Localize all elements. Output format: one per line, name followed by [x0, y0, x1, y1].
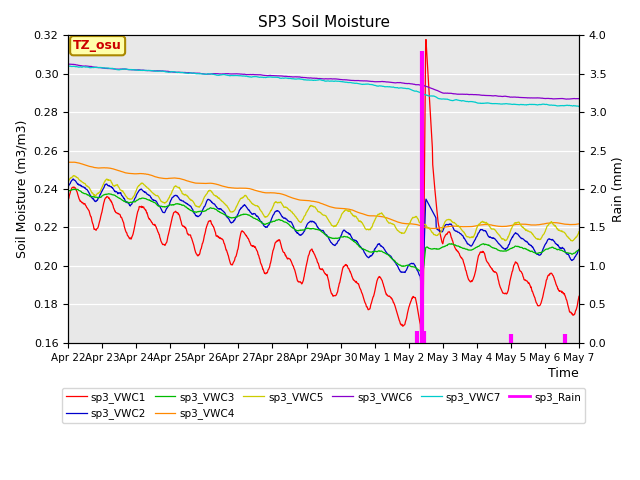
- sp3_VWC7: [515, 102, 522, 108]
- sp3_VWC3: [575, 247, 583, 253]
- sp3_VWC4: [236, 185, 243, 191]
- sp3_VWC5: [515, 219, 522, 225]
- sp3_VWC7: [166, 69, 173, 75]
- sp3_VWC4: [64, 159, 72, 165]
- sp3_VWC7: [236, 73, 243, 79]
- sp3_VWC4: [67, 159, 75, 165]
- Legend: sp3_VWC1, sp3_VWC2, sp3_VWC3, sp3_VWC4, sp3_VWC5, sp3_VWC6, sp3_VWC7, sp3_Rain: sp3_VWC1, sp3_VWC2, sp3_VWC3, sp3_VWC4, …: [61, 388, 586, 423]
- sp3_VWC3: [403, 263, 411, 268]
- sp3_VWC5: [70, 173, 77, 179]
- sp3_VWC6: [179, 70, 186, 75]
- Text: Time: Time: [548, 367, 579, 380]
- sp3_VWC4: [403, 221, 411, 227]
- sp3_VWC3: [70, 186, 78, 192]
- sp3_VWC2: [64, 183, 72, 189]
- sp3_VWC6: [470, 92, 477, 97]
- sp3_VWC3: [166, 202, 173, 208]
- sp3_VWC5: [568, 238, 576, 244]
- sp3_VWC1: [178, 222, 186, 228]
- sp3_VWC7: [64, 63, 72, 69]
- Y-axis label: Soil Moisture (m3/m3): Soil Moisture (m3/m3): [15, 120, 28, 258]
- sp3_VWC1: [403, 316, 410, 322]
- Line: sp3_VWC6: sp3_VWC6: [68, 64, 579, 99]
- sp3_VWC3: [515, 244, 523, 250]
- sp3_VWC3: [236, 213, 243, 218]
- sp3_VWC2: [236, 208, 243, 214]
- sp3_VWC4: [179, 176, 186, 182]
- sp3_VWC2: [575, 247, 583, 252]
- sp3_VWC6: [166, 69, 173, 74]
- sp3_VWC5: [179, 191, 186, 196]
- sp3_VWC3: [64, 188, 72, 194]
- sp3_VWC4: [575, 221, 583, 227]
- sp3_VWC2: [470, 239, 477, 245]
- sp3_VWC1: [422, 36, 430, 42]
- sp3_VWC6: [403, 81, 411, 86]
- sp3_VWC5: [575, 229, 583, 235]
- Title: SP3 Soil Moisture: SP3 Soil Moisture: [257, 15, 390, 30]
- sp3_VWC1: [470, 274, 477, 280]
- sp3_VWC4: [166, 175, 173, 181]
- Text: TZ_osu: TZ_osu: [73, 39, 122, 52]
- sp3_VWC3: [179, 203, 186, 208]
- sp3_VWC1: [166, 228, 173, 233]
- Line: sp3_VWC5: sp3_VWC5: [68, 176, 579, 241]
- sp3_VWC5: [236, 198, 243, 204]
- Line: sp3_VWC4: sp3_VWC4: [68, 162, 579, 228]
- Y-axis label: Rain (mm): Rain (mm): [612, 156, 625, 222]
- sp3_VWC3: [419, 270, 427, 276]
- sp3_VWC6: [563, 96, 570, 102]
- sp3_VWC1: [235, 240, 243, 246]
- sp3_VWC4: [515, 221, 523, 227]
- sp3_VWC5: [64, 180, 72, 185]
- sp3_VWC7: [403, 86, 411, 92]
- sp3_VWC2: [69, 176, 77, 182]
- Line: sp3_VWC3: sp3_VWC3: [68, 189, 579, 273]
- sp3_VWC6: [65, 61, 72, 67]
- sp3_VWC6: [64, 61, 72, 67]
- sp3_VWC6: [515, 95, 522, 100]
- sp3_VWC6: [236, 71, 243, 77]
- sp3_VWC6: [575, 96, 583, 102]
- sp3_VWC7: [179, 70, 186, 75]
- sp3_VWC1: [515, 265, 523, 271]
- sp3_VWC2: [166, 201, 173, 206]
- sp3_VWC2: [179, 198, 186, 204]
- Line: sp3_VWC7: sp3_VWC7: [68, 66, 579, 107]
- Line: sp3_VWC2: sp3_VWC2: [68, 179, 579, 281]
- sp3_VWC4: [470, 223, 477, 229]
- sp3_VWC1: [64, 198, 72, 204]
- sp3_VWC4: [431, 226, 438, 231]
- sp3_VWC2: [403, 266, 411, 272]
- sp3_VWC7: [65, 63, 73, 69]
- sp3_VWC2: [417, 278, 424, 284]
- sp3_VWC1: [417, 330, 424, 336]
- sp3_VWC1: [575, 293, 583, 299]
- sp3_VWC5: [403, 226, 411, 231]
- sp3_VWC7: [470, 99, 477, 105]
- Line: sp3_VWC1: sp3_VWC1: [68, 39, 579, 333]
- sp3_VWC5: [470, 234, 477, 240]
- sp3_VWC5: [166, 193, 173, 199]
- sp3_VWC2: [515, 233, 523, 239]
- sp3_VWC3: [470, 246, 477, 252]
- sp3_VWC7: [575, 104, 583, 109]
